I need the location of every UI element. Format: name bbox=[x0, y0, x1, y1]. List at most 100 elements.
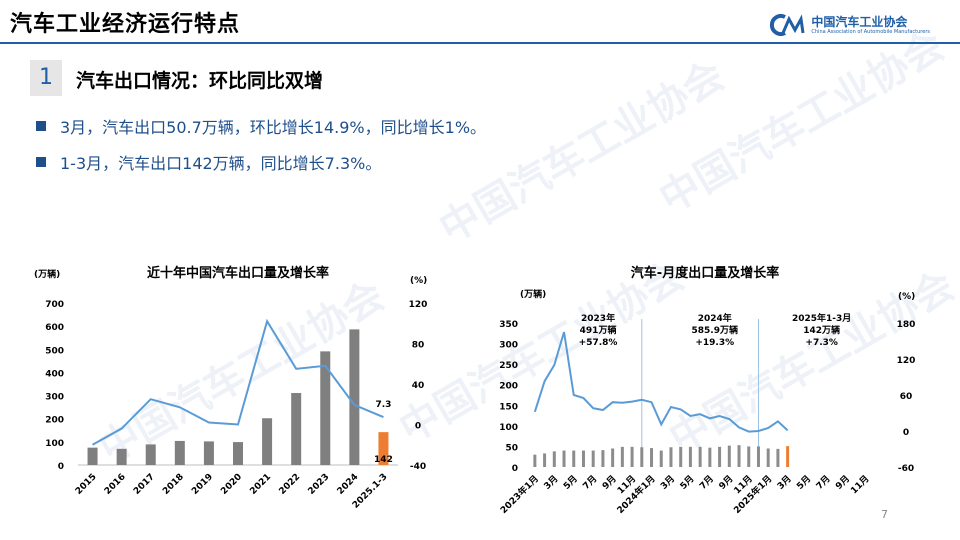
x-tick-label: 2015 bbox=[74, 472, 99, 497]
x-tick-label: 2020 bbox=[219, 472, 244, 497]
y-tick-label-right: 180 bbox=[897, 320, 916, 330]
bar bbox=[698, 446, 702, 467]
chart-title: 汽车-月度出口量及增长率 bbox=[631, 265, 779, 281]
page-number: 7 bbox=[881, 508, 888, 521]
y-tick-label-left: 600 bbox=[45, 323, 64, 333]
bullet-item: 3月，汽车出口50.7万辆，环比增长14.9%，同比增长1%。 bbox=[36, 114, 486, 138]
bar bbox=[756, 446, 760, 467]
x-tick-label: 2022 bbox=[278, 472, 303, 497]
y-tick-label-right: 60 bbox=[900, 392, 913, 402]
bar bbox=[640, 447, 644, 467]
y-tick-label-left: 200 bbox=[45, 416, 64, 426]
bar bbox=[718, 446, 722, 467]
bar bbox=[620, 446, 624, 467]
monthly-export-chart: 汽车-月度出口量及增长率 (万辆) (%) 0 50 100 150 200 250 300 350… bbox=[498, 265, 916, 516]
x-tick-label: 5月 bbox=[678, 473, 697, 492]
bar bbox=[766, 448, 770, 467]
bar bbox=[543, 453, 547, 467]
watermark: 中国汽车工业协会 bbox=[651, 22, 953, 223]
annotation-text: +7.3% bbox=[805, 338, 838, 348]
y-tick-label-right: 80 bbox=[412, 341, 425, 351]
bar bbox=[737, 445, 741, 467]
title-divider bbox=[0, 42, 960, 44]
x-tick-label: 2023年1月 bbox=[498, 473, 541, 516]
bullet-square-icon bbox=[36, 121, 46, 131]
x-tick-label: 7月 bbox=[581, 473, 600, 492]
chart-title: 近十年中国汽车出口量及增长率 bbox=[147, 265, 329, 281]
y-tick-label-right: 0 bbox=[903, 428, 909, 438]
y-tick-label-left: 500 bbox=[45, 346, 64, 356]
y-unit-right: (%) bbox=[898, 292, 915, 302]
section-title: 汽车出口情况：环比同比双增 bbox=[76, 70, 324, 92]
bar bbox=[659, 450, 663, 467]
bar bbox=[552, 451, 556, 467]
bar bbox=[776, 448, 780, 467]
y-tick-label-left: 250 bbox=[499, 361, 518, 371]
x-tick-label: 7月 bbox=[814, 473, 833, 492]
y-tick-label-left: 150 bbox=[499, 402, 518, 412]
x-tick-label: 2016 bbox=[103, 472, 128, 497]
bar bbox=[708, 447, 712, 467]
bar bbox=[116, 448, 127, 465]
annual-export-chart: 近十年中国汽车出口量及增长率(万辆)(%)0100200300400500600… bbox=[34, 265, 428, 511]
y-tick-label-right: -60 bbox=[898, 464, 914, 474]
bar bbox=[601, 450, 605, 467]
y-tick-label-left: 0 bbox=[58, 462, 64, 472]
bar bbox=[591, 450, 595, 467]
x-tick-label: 3月 bbox=[775, 473, 794, 492]
bar bbox=[572, 450, 576, 467]
data-label-volume: 142 bbox=[374, 455, 393, 465]
bar bbox=[650, 448, 654, 467]
bar bbox=[87, 447, 98, 465]
y-tick-label-left: 200 bbox=[499, 382, 518, 392]
section-number: 1 bbox=[30, 60, 62, 96]
bar bbox=[562, 450, 566, 467]
annotation-text: 142万辆 bbox=[803, 324, 840, 336]
bar bbox=[679, 446, 683, 467]
bar bbox=[747, 446, 751, 467]
y-tick-label-right: 120 bbox=[897, 356, 916, 366]
bar bbox=[630, 446, 634, 467]
x-tick-label: 2018 bbox=[161, 472, 186, 497]
bar bbox=[581, 450, 585, 467]
growth-rate-line bbox=[533, 331, 789, 433]
bar bbox=[611, 448, 615, 467]
bar bbox=[291, 393, 302, 465]
y-tick-label-left: 350 bbox=[499, 320, 518, 330]
y-tick-label-left: 300 bbox=[45, 393, 64, 403]
y-unit-left: (万辆) bbox=[520, 288, 546, 300]
bar bbox=[688, 446, 692, 467]
x-tick-label: 2019 bbox=[190, 472, 215, 497]
annotation-text: 2024年 bbox=[698, 312, 732, 324]
y-tick-label-right: 120 bbox=[409, 300, 428, 310]
y-tick-label-right: 0 bbox=[415, 422, 421, 432]
bar bbox=[349, 329, 360, 465]
annotation-text: 585.9万辆 bbox=[691, 324, 737, 336]
bar bbox=[320, 351, 331, 465]
bar bbox=[145, 444, 156, 465]
x-tick-label: 2021 bbox=[248, 472, 273, 497]
bar bbox=[174, 440, 185, 465]
x-tick-label: 5月 bbox=[795, 473, 814, 492]
x-tick-label: 2023 bbox=[307, 472, 332, 497]
page-title: 汽车工业经济运行特点 bbox=[10, 12, 241, 37]
annotation-text: +19.3% bbox=[695, 338, 734, 348]
x-tick-label: 2024 bbox=[336, 472, 361, 497]
y-tick-label-left: 100 bbox=[499, 423, 518, 433]
bar bbox=[533, 454, 537, 467]
caam-logo-icon bbox=[770, 14, 805, 36]
bullet-text: 1-3月，汽车出口142万辆，同比增长7.3%。 bbox=[60, 154, 382, 173]
y-tick-label-right: 40 bbox=[412, 381, 425, 391]
bullet-text: 3月，汽车出口50.7万辆，环比增长14.9%，同比增长1%。 bbox=[60, 118, 487, 137]
y-tick-label-left: 300 bbox=[499, 341, 518, 351]
data-label-growth: 7.3 bbox=[375, 400, 391, 410]
bar bbox=[262, 418, 273, 465]
annotation-text: 2025年1-3月 bbox=[792, 312, 851, 324]
bar bbox=[786, 446, 790, 467]
logo: 中国汽车工业协会 China Association of Automobile… bbox=[769, 14, 930, 36]
x-tick-label: 2017 bbox=[132, 472, 157, 497]
logo-name: 中国汽车工业协会 bbox=[811, 14, 908, 29]
y-tick-label-left: 50 bbox=[505, 443, 518, 453]
bar bbox=[727, 445, 731, 467]
logo-subtitle: China Association of Automobile Manufact… bbox=[811, 28, 930, 35]
